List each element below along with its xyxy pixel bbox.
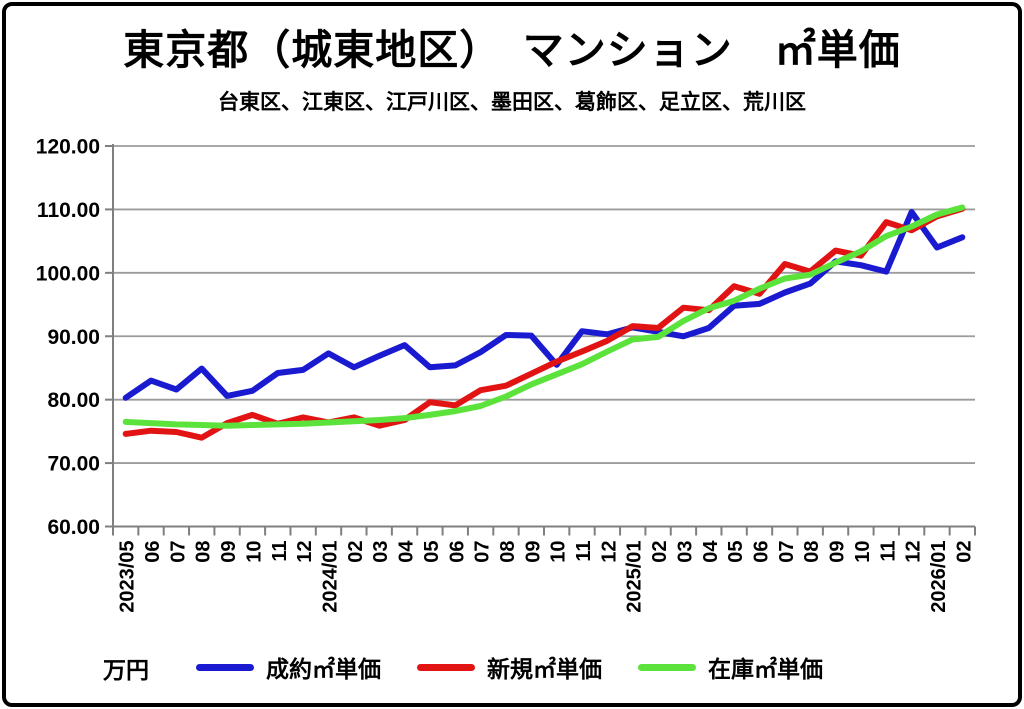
chart-title: 東京都（城東地区） マンション ㎡単価 xyxy=(123,27,901,73)
x-tick-label: 08 xyxy=(801,541,823,563)
axis-layer xyxy=(105,144,976,536)
y-axis-unit-label: 万円 xyxy=(103,657,149,683)
legend-swatch-icon xyxy=(196,663,254,671)
x-tick-label: 2025/01 xyxy=(624,541,646,613)
x-tick-label: 06 xyxy=(142,541,164,563)
legend-item-0: 成約㎡単価 xyxy=(196,650,381,684)
x-tick-label: 12 xyxy=(598,541,620,563)
x-tick-label: 11 xyxy=(573,541,595,562)
y-tick-label: 60.00 xyxy=(47,516,100,539)
legend-label: 在庫㎡単価 xyxy=(708,656,823,682)
legend-swatch-icon xyxy=(417,663,475,671)
legend-item-1: 新規㎡単価 xyxy=(417,650,602,684)
x-tick-label: 04 xyxy=(396,540,418,563)
series-line-2 xyxy=(122,204,966,429)
legend-swatch-icon xyxy=(638,663,696,671)
legend-item-2: 在庫㎡単価 xyxy=(638,650,823,684)
x-tick-label: 03 xyxy=(674,541,696,563)
x-tick-label: 02 xyxy=(649,541,671,563)
x-tick-label: 2023/05 xyxy=(117,541,139,613)
x-tick-label: 2024/01 xyxy=(320,541,342,613)
x-tick-label: 11 xyxy=(269,541,291,562)
chart-subtitle: 台東区、江東区、江戸川区、墨田区、葛飾区、足立区、荒川区 xyxy=(218,91,806,114)
x-tick-label: 08 xyxy=(193,541,215,563)
series-line-0 xyxy=(122,209,966,401)
x-tick-label: 09 xyxy=(522,541,544,563)
x-tick-label: 02 xyxy=(345,541,367,563)
x-tick-label: 2026/01 xyxy=(928,541,950,613)
x-tick-label: 10 xyxy=(852,541,874,563)
x-tick-label: 10 xyxy=(548,541,570,563)
x-tick-label: 08 xyxy=(497,541,519,563)
y-tick-label: 70.00 xyxy=(47,453,100,476)
x-tick-label: 10 xyxy=(243,541,265,563)
series-layer xyxy=(122,204,966,441)
series-line-1 xyxy=(122,205,966,441)
y-tick-label: 110.00 xyxy=(37,199,100,222)
legend-label: 成約㎡単価 xyxy=(266,656,381,682)
y-tick-label: 80.00 xyxy=(47,389,100,412)
x-tick-label: 12 xyxy=(294,541,316,563)
y-tick-label: 100.00 xyxy=(36,262,100,285)
grid-layer xyxy=(113,145,975,528)
x-tick-label: 07 xyxy=(776,541,798,563)
x-tick-label: 07 xyxy=(167,541,189,563)
x-tick-label: 05 xyxy=(421,541,443,563)
y-tick-label: 120.00 xyxy=(36,136,100,159)
y-tick-label: 90.00 xyxy=(47,326,100,349)
x-tick-label: 12 xyxy=(903,541,925,563)
x-tick-label: 11 xyxy=(877,541,899,562)
axis-label-layer: 120.00 110.00 100.00 90.00 80.00 70.00 60.00 20… xyxy=(36,136,976,613)
legend-label: 新規㎡単価 xyxy=(487,656,602,682)
x-tick-label: 09 xyxy=(218,541,240,563)
legend: 成約㎡単価 新規㎡単価 在庫㎡単価 xyxy=(196,650,823,684)
x-tick-label: 05 xyxy=(725,541,747,563)
x-tick-label: 06 xyxy=(751,541,773,563)
x-tick-label: 03 xyxy=(370,541,392,563)
x-tick-label: 07 xyxy=(472,541,494,563)
x-tick-label: 02 xyxy=(953,541,975,563)
x-tick-label: 09 xyxy=(827,541,849,563)
x-tick-label: 04 xyxy=(700,540,722,563)
x-tick-label: 06 xyxy=(446,541,468,563)
